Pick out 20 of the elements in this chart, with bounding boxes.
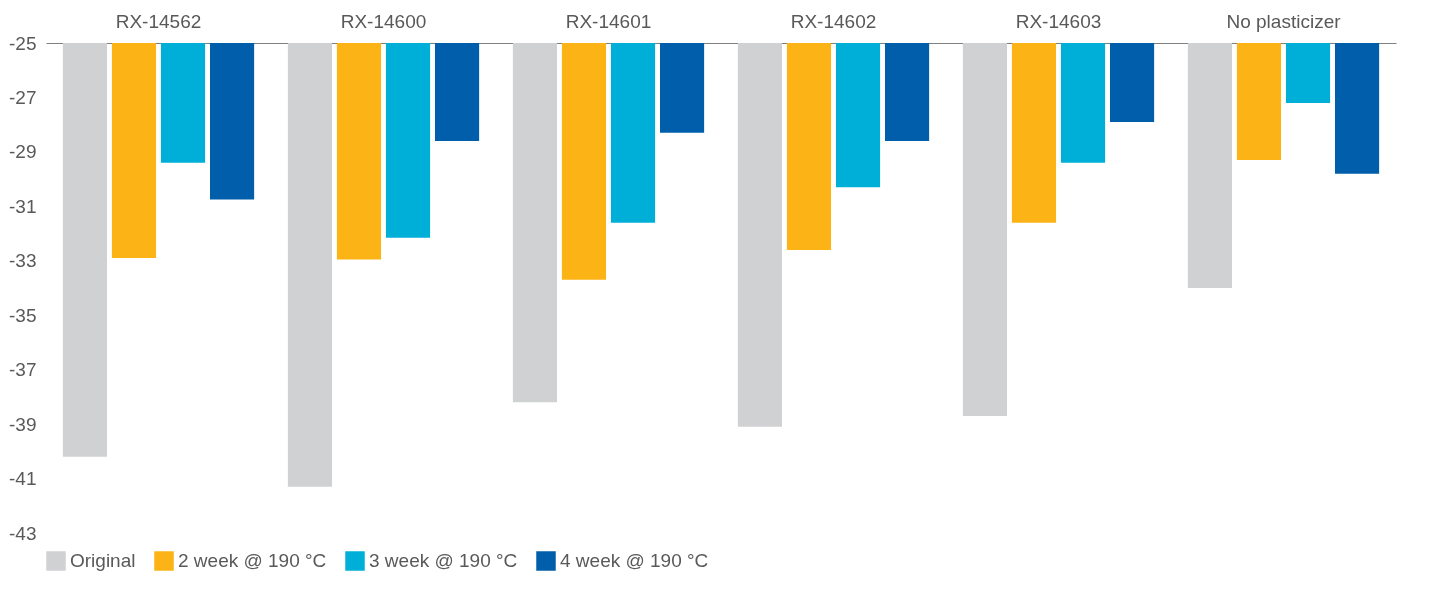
y-tick-label: -33 bbox=[9, 250, 37, 272]
legend-label: 2 week @ 190 °C bbox=[178, 550, 327, 571]
legend-label: 4 week @ 190 °C bbox=[560, 550, 709, 571]
x-tick-label: RX-14601 bbox=[565, 10, 652, 32]
y-tick-label: -41 bbox=[9, 468, 37, 490]
x-tick-label: No plasticizer bbox=[1226, 10, 1342, 32]
y-tick-label: -37 bbox=[9, 359, 37, 381]
y-tick-label: -27 bbox=[9, 86, 37, 108]
x-tick-label: RX-14600 bbox=[340, 10, 427, 32]
y-tick-label: -25 bbox=[9, 32, 37, 54]
y-tick-label: -39 bbox=[9, 413, 37, 435]
x-tick-label: RX-14602 bbox=[790, 10, 877, 32]
y-tick-label: -31 bbox=[9, 195, 37, 217]
x-tick-label: RX-14603 bbox=[1015, 10, 1102, 32]
y-tick-label: -43 bbox=[9, 522, 37, 544]
y-tick-label: -29 bbox=[9, 141, 37, 163]
x-tick-label: RX-14562 bbox=[115, 10, 202, 32]
legend-label: Original bbox=[70, 550, 136, 571]
y-tick-label: -35 bbox=[9, 304, 37, 326]
legend-label: 3 week @ 190 °C bbox=[369, 550, 518, 571]
